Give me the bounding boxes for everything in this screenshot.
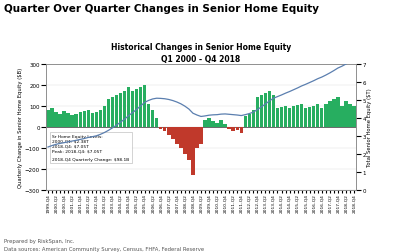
Bar <box>248 115 251 127</box>
Bar <box>312 106 316 127</box>
Bar <box>288 108 291 127</box>
Bar <box>211 122 215 127</box>
Bar <box>70 116 74 127</box>
Bar <box>328 102 332 127</box>
Bar <box>86 110 90 127</box>
Bar <box>256 98 259 127</box>
Bar <box>232 127 235 132</box>
Bar <box>66 114 70 127</box>
Bar <box>123 91 126 127</box>
Bar <box>179 127 182 148</box>
Bar <box>155 119 158 127</box>
Bar <box>340 106 344 127</box>
Bar <box>236 127 239 130</box>
Bar <box>78 113 82 127</box>
Bar <box>280 107 283 127</box>
Bar <box>191 127 195 176</box>
Bar <box>324 104 328 127</box>
Bar <box>135 89 138 127</box>
Bar <box>292 106 295 127</box>
Bar <box>352 107 356 127</box>
Bar <box>268 91 271 127</box>
Bar <box>264 94 267 127</box>
Bar <box>215 123 219 127</box>
Bar <box>348 104 352 127</box>
Bar <box>159 127 162 129</box>
Text: Sr Home Equity Levels:
2000-Q1: $2.38T
2018-Q4: $7.05T
Peak: 2018-Q4: $7.05T

20: Sr Home Equity Levels: 2000-Q1: $2.38T 2… <box>52 135 130 162</box>
Bar <box>220 121 223 127</box>
Bar <box>46 110 50 127</box>
Bar <box>103 106 106 127</box>
Bar <box>139 87 142 127</box>
Text: Data sources: American Community Survey, Census, FHFA, Federal Reserve: Data sources: American Community Survey,… <box>4 246 204 251</box>
Bar <box>252 110 255 127</box>
Bar <box>95 113 98 127</box>
Bar <box>244 117 247 127</box>
Bar <box>260 96 263 127</box>
Bar <box>228 127 231 129</box>
Bar <box>316 104 320 127</box>
Bar <box>203 121 207 127</box>
Bar <box>115 96 118 127</box>
Bar <box>82 111 86 127</box>
Bar <box>74 115 78 127</box>
Bar <box>171 127 174 140</box>
Bar <box>183 127 187 154</box>
Bar <box>143 85 146 127</box>
Bar <box>127 87 130 127</box>
Bar <box>111 98 114 127</box>
Bar <box>344 102 348 127</box>
Bar <box>151 110 154 127</box>
Bar <box>207 119 211 127</box>
Bar <box>50 108 54 127</box>
Bar <box>107 100 110 127</box>
Bar <box>296 105 299 127</box>
Y-axis label: Quarterly Change in Senior Home Equity ($B): Quarterly Change in Senior Home Equity (… <box>18 67 23 187</box>
Bar <box>147 104 150 127</box>
Bar <box>199 127 203 144</box>
Bar <box>300 104 303 127</box>
Bar <box>195 127 199 148</box>
Bar <box>62 111 66 127</box>
Bar <box>119 94 122 127</box>
Bar <box>99 110 102 127</box>
Bar <box>167 127 170 136</box>
Bar <box>272 96 275 127</box>
Bar <box>320 108 324 127</box>
Bar <box>308 107 312 127</box>
Bar <box>336 98 340 127</box>
Bar <box>175 127 178 144</box>
Bar <box>332 100 336 127</box>
Bar <box>284 106 287 127</box>
Bar <box>163 127 166 132</box>
Y-axis label: Total Senior Home Equity ($T): Total Senior Home Equity ($T) <box>367 88 372 167</box>
Bar <box>240 127 243 134</box>
Bar <box>304 108 307 127</box>
Title: Historical Changes in Senior Home Equity
Q1 2000 - Q4 2018: Historical Changes in Senior Home Equity… <box>111 43 291 64</box>
Bar <box>131 91 134 127</box>
Bar <box>90 114 94 127</box>
Text: Quarter Over Quarter Changes in Senior Home Equity: Quarter Over Quarter Changes in Senior H… <box>4 4 319 14</box>
Bar <box>224 124 227 127</box>
Bar <box>187 127 191 161</box>
Bar <box>276 108 279 127</box>
Bar <box>54 113 58 127</box>
Text: Prepared by RiskSpan, Inc.: Prepared by RiskSpan, Inc. <box>4 238 74 243</box>
Bar <box>58 115 62 127</box>
